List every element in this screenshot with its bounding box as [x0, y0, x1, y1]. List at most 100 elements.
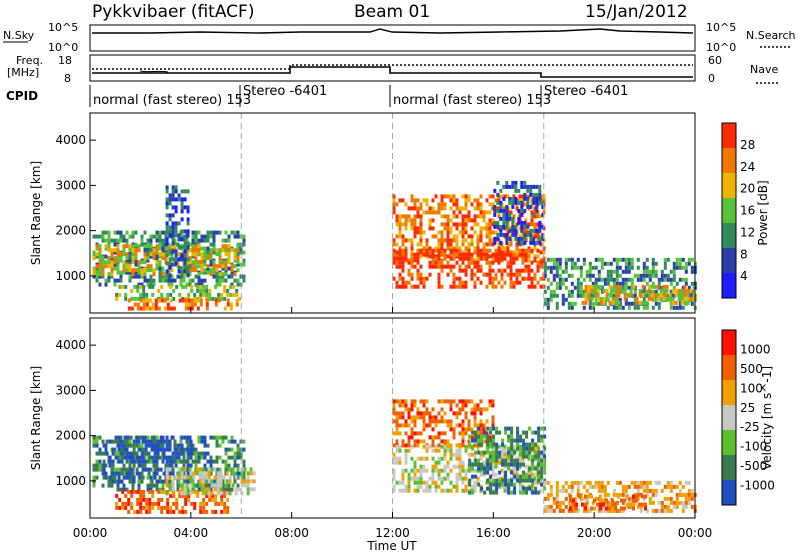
- heatmap-cell: [107, 234, 111, 239]
- heatmap-cell: [224, 467, 228, 472]
- heatmap-cell: [422, 248, 426, 253]
- heatmap-cell: [404, 222, 408, 227]
- heatmap-cell: [161, 246, 165, 251]
- heatmap-cell: [561, 297, 565, 302]
- heatmap-cell: [419, 222, 423, 227]
- heatmap-cell: [464, 230, 468, 235]
- heatmap-cell: [136, 288, 140, 293]
- heatmap-cell: [642, 305, 646, 310]
- heatmap-cell: [125, 238, 129, 243]
- heatmap-cell: [486, 446, 490, 451]
- heatmap-cell: [137, 274, 141, 279]
- heatmap-cell: [687, 261, 691, 266]
- heatmap-cell: [684, 277, 688, 282]
- heatmap-cell: [407, 280, 411, 285]
- heatmap-cell: [543, 504, 547, 509]
- heatmap-cell: [482, 248, 486, 253]
- heatmap-cell: [467, 252, 471, 257]
- heatmap-cell: [458, 222, 462, 227]
- heatmap-cell: [443, 264, 447, 269]
- heatmap-cell: [167, 242, 171, 247]
- heatmap-cell: [458, 264, 462, 269]
- heatmap-cell: [461, 480, 465, 485]
- heatmap-cell: [419, 226, 423, 231]
- heatmap-cell: [520, 220, 524, 225]
- heatmap-cell: [431, 218, 435, 223]
- heatmap-cell: [449, 407, 453, 412]
- heatmap-cell: [155, 487, 159, 492]
- heatmap-cell: [479, 248, 483, 253]
- heatmap-cell: [552, 265, 556, 270]
- heatmap-cell: [194, 463, 198, 468]
- heatmap-cell: [401, 242, 405, 247]
- heatmap-cell: [485, 260, 489, 265]
- heatmap-cell: [123, 475, 127, 480]
- heatmap-cell: [645, 305, 649, 310]
- heatmap-cell: [543, 458, 547, 463]
- heatmap-cell: [524, 202, 528, 207]
- heatmap-cell: [594, 257, 598, 262]
- heatmap-cell: [539, 214, 543, 219]
- heatmap-cell: [584, 288, 588, 293]
- heatmap-cell: [636, 492, 640, 497]
- heatmap-cell: [137, 479, 141, 484]
- heatmap-cell: [498, 478, 502, 483]
- heatmap-cell: [133, 284, 137, 289]
- heatmap-cell: [148, 298, 152, 303]
- heatmap-cell: [587, 296, 591, 301]
- heatmap-cell: [419, 234, 423, 239]
- heatmap-cell: [181, 493, 185, 498]
- heatmap-cell: [186, 245, 190, 250]
- heatmap-cell: [183, 253, 187, 258]
- heatmap-cell: [123, 455, 127, 460]
- heatmap-cell: [606, 261, 610, 266]
- heatmap-cell: [504, 462, 508, 467]
- heatmap-cell: [541, 200, 545, 205]
- heatmap-cell: [434, 460, 438, 465]
- heatmap-cell: [455, 411, 459, 416]
- heatmap-cell: [186, 435, 190, 440]
- heatmap-cell: [512, 284, 516, 289]
- heatmap-cell: [116, 258, 120, 263]
- heatmap-cell: [152, 459, 156, 464]
- heatmap-cell: [149, 234, 153, 239]
- heatmap-cell: [146, 475, 150, 480]
- heatmap-cell: [231, 483, 235, 488]
- heatmap-cell: [474, 450, 478, 455]
- heatmap-cell: [630, 480, 634, 485]
- heatmap-cell: [437, 280, 441, 285]
- heatmap-cell: [209, 455, 213, 460]
- heatmap-cell: [156, 451, 160, 456]
- heatmap-cell: [249, 467, 253, 472]
- heatmap-cell: [546, 492, 550, 497]
- heatmap-cell: [392, 248, 396, 253]
- heatmap-cell: [527, 276, 531, 281]
- heatmap-cell: [612, 293, 616, 298]
- heatmap-cell: [669, 289, 673, 294]
- heatmap-cell: [505, 236, 509, 241]
- heatmap-cell: [603, 500, 607, 505]
- heatmap-cell: [531, 458, 535, 463]
- heatmap-cell: [509, 264, 513, 269]
- heatmap-cell: [591, 273, 595, 278]
- heatmap-cell: [170, 244, 174, 249]
- heatmap-cell: [101, 272, 105, 277]
- heatmap-cell: [180, 209, 184, 214]
- heatmap-cell: [608, 300, 612, 305]
- heatmap-cell: [102, 471, 106, 476]
- heatmap-cell: [514, 228, 518, 233]
- heatmap-cell: [200, 451, 204, 456]
- heatmap-cell: [114, 455, 118, 460]
- heatmap-cell: [133, 489, 137, 494]
- heatmap-cell: [205, 298, 209, 303]
- heatmap-cell: [224, 248, 228, 253]
- heatmap-cell: [512, 194, 516, 199]
- heatmap-cell: [678, 257, 682, 262]
- heatmap-cell: [218, 264, 222, 269]
- heatmap-cell: [101, 230, 105, 235]
- heatmap-cell: [543, 470, 547, 475]
- heatmap-cell: [659, 292, 663, 297]
- heatmap-cell: [171, 229, 175, 234]
- heatmap-cell: [199, 302, 203, 307]
- heatmap-cell: [642, 297, 646, 302]
